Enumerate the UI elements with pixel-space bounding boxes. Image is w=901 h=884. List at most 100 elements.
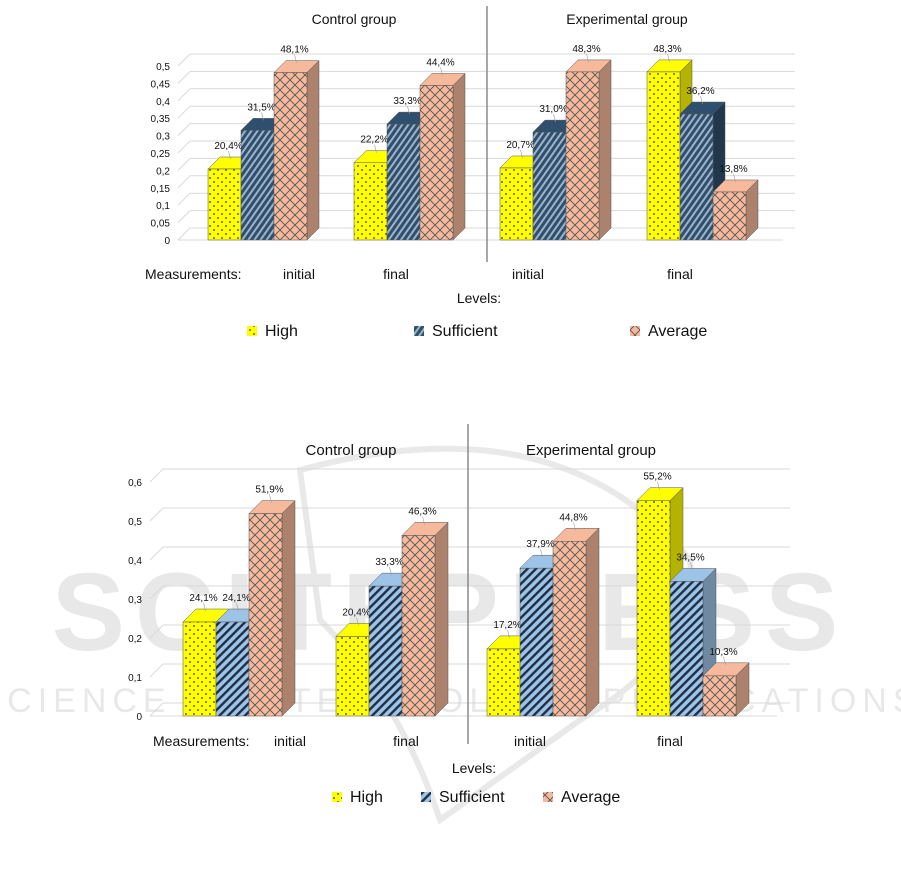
bar-side <box>585 527 600 717</box>
data-label-leader <box>356 617 359 626</box>
gridline-depth <box>177 123 191 136</box>
data-label-leader <box>667 53 670 62</box>
bar-front <box>248 513 283 717</box>
y-tick-label: 0,2 <box>156 166 170 177</box>
data-label: 44,4% <box>426 57 454 68</box>
bar <box>565 59 612 241</box>
category-label: initial <box>283 266 315 282</box>
y-tick-label: 0,3 <box>128 595 142 606</box>
data-label: 20,4% <box>214 141 242 152</box>
data-label: 17,2% <box>493 620 521 631</box>
bar-front <box>519 567 554 717</box>
category-label: final <box>393 733 419 749</box>
bar-front <box>273 72 308 241</box>
gridline-depth <box>177 175 191 189</box>
bar-side <box>434 521 449 717</box>
y-tick-label: 0,2 <box>128 634 142 645</box>
data-label-leader <box>540 549 543 558</box>
data-label-leader <box>520 149 523 159</box>
bar-front <box>419 85 454 241</box>
category-label: initial <box>512 266 544 282</box>
data-label-leader <box>236 602 239 612</box>
data-label-leader <box>573 522 576 531</box>
gridline-depth <box>149 585 164 600</box>
legend-label: High <box>265 323 298 340</box>
data-label: 33,3% <box>393 96 421 107</box>
bar <box>702 662 750 717</box>
legend-swatch <box>332 792 342 802</box>
bar-front <box>335 636 370 717</box>
bar <box>248 499 296 717</box>
group-title: Control group <box>306 442 397 459</box>
gridline-depth <box>177 53 191 67</box>
data-label: 48,3% <box>572 44 600 55</box>
bar <box>273 60 320 241</box>
bar-side <box>452 72 466 241</box>
data-label-leader <box>203 602 206 612</box>
y-tick-label: 0,1 <box>156 201 170 212</box>
data-label: 44,8% <box>559 512 587 523</box>
bar-front <box>646 71 681 241</box>
bar-front <box>702 675 737 717</box>
category-label: final <box>657 733 683 749</box>
data-label: 31,0% <box>539 104 567 115</box>
data-label-leader <box>389 567 392 576</box>
bar <box>552 527 600 717</box>
data-label: 10,3% <box>709 647 737 658</box>
data-label: 55,2% <box>643 472 671 483</box>
y-tick-label: 0,5 <box>156 62 170 73</box>
data-label: 20,7% <box>506 140 534 151</box>
legend-swatch <box>421 792 431 802</box>
bar-front <box>368 585 403 717</box>
bar-front <box>401 535 436 717</box>
data-label: 20,4% <box>342 607 370 618</box>
data-label-leader <box>261 112 264 121</box>
gridline-depth <box>177 140 191 154</box>
bar-front <box>712 191 747 241</box>
bar-front <box>679 113 714 241</box>
bar <box>669 567 717 717</box>
bar-front <box>353 162 388 241</box>
data-label-leader <box>269 494 272 503</box>
data-label-leader <box>228 150 231 160</box>
y-tick-label: 0,6 <box>128 478 142 489</box>
data-label: 31,5% <box>247 102 275 113</box>
group-title: Control group <box>312 11 397 27</box>
gridline-depth <box>149 468 164 483</box>
bar-side <box>306 60 320 241</box>
y-tick-label: 0,45 <box>151 79 171 90</box>
data-label: 22,2% <box>360 135 388 146</box>
y-tick-label: 0,15 <box>151 184 171 195</box>
y-tick-label: 0 <box>136 712 142 723</box>
measurements-label: Measurements: <box>145 266 241 282</box>
data-label-leader <box>507 629 510 638</box>
data-label: 48,3% <box>653 44 681 55</box>
levels-label: Levels: <box>457 290 501 306</box>
category-label: final <box>667 266 693 282</box>
legend-label: Sufficient <box>432 323 498 340</box>
y-tick-label: 0,5 <box>128 517 142 528</box>
bar <box>712 179 759 241</box>
data-label: 34,5% <box>676 552 704 563</box>
gridline-depth <box>177 105 191 119</box>
data-label-leader <box>700 95 703 105</box>
data-label: 37,9% <box>526 539 554 550</box>
category-label: initial <box>274 733 306 749</box>
chart-2: 0 0,1 0,2 0,3 0,4 0,5 0,6 Control group 24,1% 24,… <box>128 424 790 806</box>
bar-front <box>532 131 567 241</box>
category-label: initial <box>514 733 546 749</box>
bar-side <box>281 499 296 717</box>
data-label: 36,2% <box>686 86 714 97</box>
data-label: 24,1% <box>222 593 250 604</box>
legend-label: Average <box>648 323 707 340</box>
data-label: 46,3% <box>408 506 436 517</box>
gridline-depth <box>177 88 191 102</box>
gridline-depth <box>177 71 191 84</box>
y-tick-label: 0,35 <box>151 114 171 125</box>
gridline-depth <box>149 546 164 561</box>
gridline-depth <box>177 227 191 241</box>
legend-label: High <box>350 789 383 806</box>
gridline-depth <box>149 702 164 717</box>
y-tick-label: 0 <box>164 236 170 247</box>
y-tick-label: 0,05 <box>151 219 171 230</box>
